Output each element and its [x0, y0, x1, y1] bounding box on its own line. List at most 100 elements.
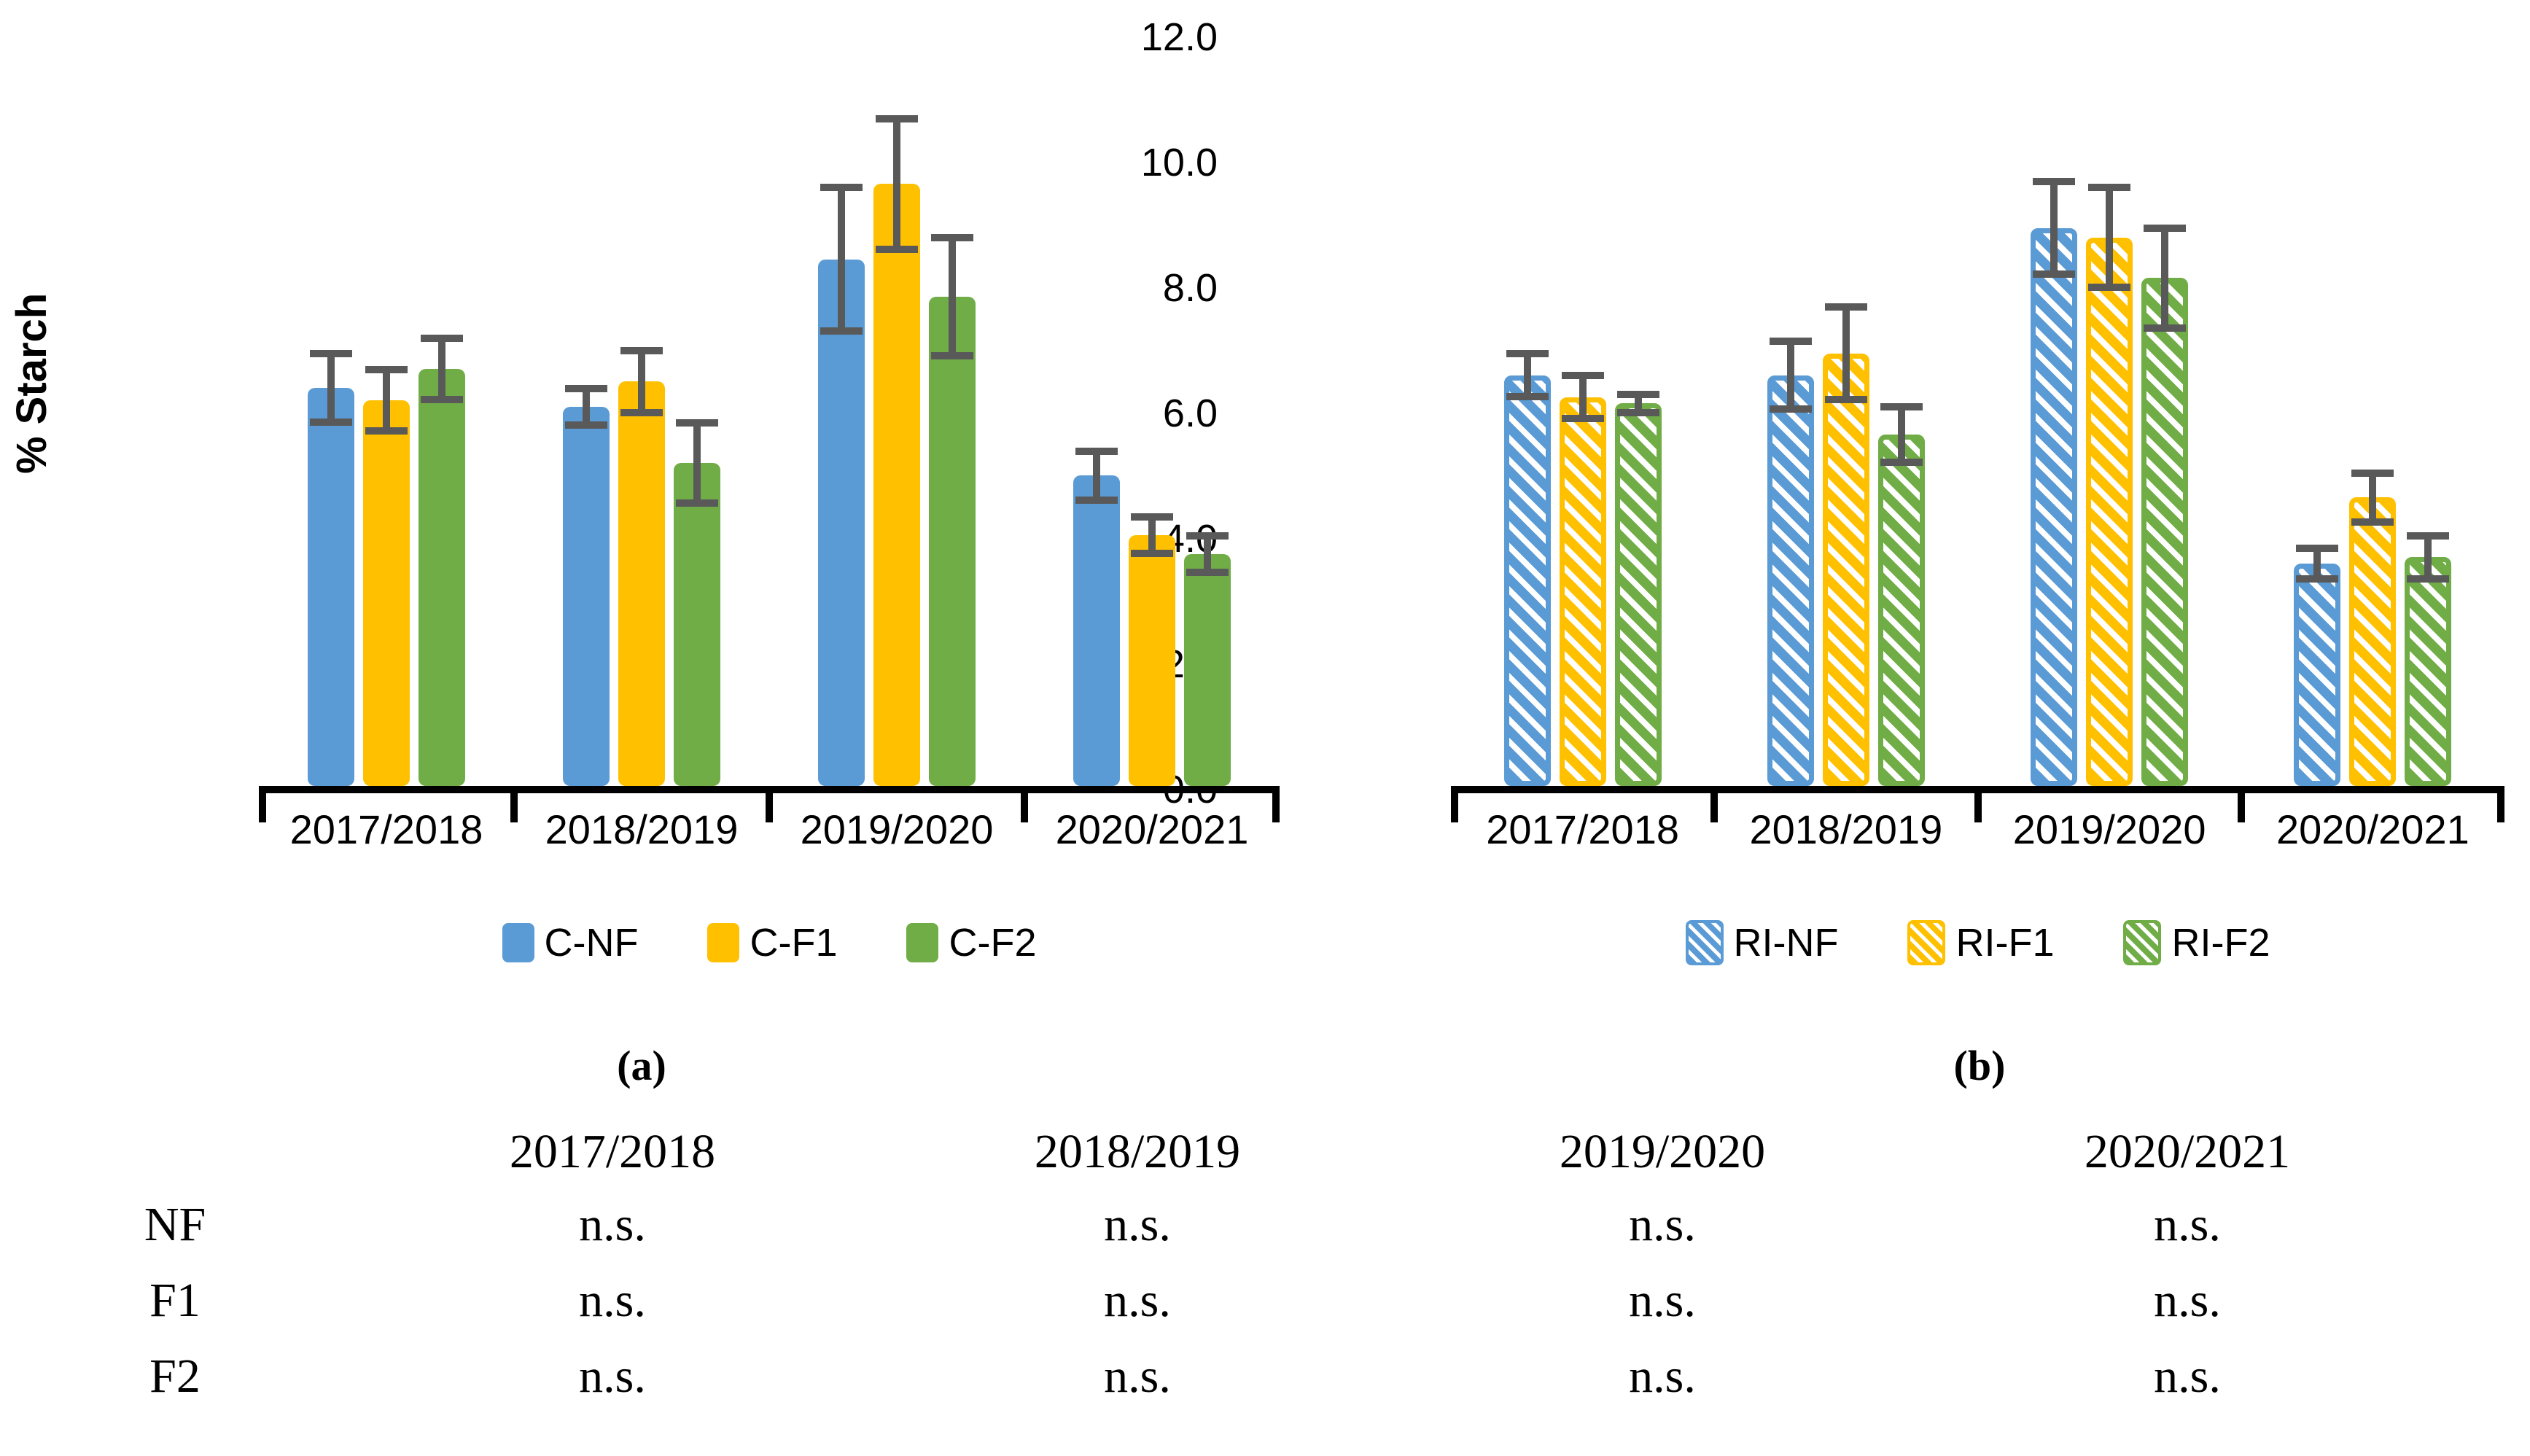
y-tick-label-8.0: 8.0 — [1162, 266, 1218, 310]
bar-C-F2-2018/2019 — [674, 463, 720, 786]
bar-slot-C-F2-2020/2021 — [1184, 34, 1231, 786]
legend-swatch-RI-F2 — [2123, 920, 2162, 965]
error-bar-C-F1-2020/2021 — [1148, 513, 1156, 558]
legend-a: C-NF C-F1 C-F2 — [259, 920, 1280, 965]
bar-slot-C-NF-2019/2020 — [818, 34, 865, 786]
x-axis-tick — [1710, 793, 1719, 822]
bar-slot-RI-F2-2018/2019 — [1877, 34, 1925, 786]
table-cell-F1-2019/2020: n.s. — [1629, 1274, 1696, 1327]
x-label-2020/2021: 2020/2021 — [2276, 806, 2469, 852]
error-bar-C-NF-2017/2018 — [327, 350, 335, 426]
legend-item-C-NF: C-NF — [502, 920, 639, 965]
error-bar-RI-F1-2018/2019 — [1842, 303, 1850, 404]
legend-label-C-F2: C-F2 — [949, 921, 1037, 965]
table-corner-cell — [0, 1117, 350, 1187]
bar-RI-F1-2017/2018 — [1559, 397, 1606, 786]
caption-b: (b) — [1953, 1042, 2006, 1089]
bar-slot-RI-F1-2020/2021 — [2349, 34, 2397, 786]
error-bar-RI-F1-2017/2018 — [1579, 372, 1587, 423]
error-bar-C-NF-2018/2019 — [583, 384, 590, 429]
error-bar-C-F1-2019/2020 — [893, 114, 900, 253]
bar-slot-RI-NF-2018/2019 — [1767, 34, 1814, 786]
error-bar-RI-NF-2017/2018 — [1523, 350, 1531, 401]
bar-C-F1-2018/2019 — [618, 381, 665, 786]
x-label-2017/2018: 2017/2018 — [1486, 806, 1679, 852]
error-bar-RI-F1-2019/2020 — [2106, 184, 2114, 291]
table-cell-NF-2020/2021: n.s. — [2154, 1198, 2221, 1251]
table-cell-NF-2019/2020: n.s. — [1629, 1198, 1696, 1251]
bar-RI-NF-2018/2019 — [1767, 375, 1814, 786]
table-col-header-2019/2020: 2019/2020 — [1559, 1125, 1766, 1178]
x-axis-tick — [259, 793, 266, 822]
bar-C-F1-2019/2020 — [873, 184, 920, 786]
table-row-label-F2: F2 — [149, 1350, 201, 1403]
bar-C-NF-2020/2021 — [1073, 475, 1120, 786]
x-axis-tick — [1272, 793, 1280, 822]
bar-slot-C-F1-2019/2020 — [873, 34, 920, 786]
category-2019/2020 — [769, 34, 1024, 786]
x-axis-tick — [766, 793, 773, 822]
plot-area-a — [259, 34, 1280, 822]
table-cell-F1-2017/2018: n.s. — [579, 1274, 646, 1327]
y-tick-label-12.0: 12.0 — [1140, 15, 1218, 59]
bar-slot-C-F1-2018/2019 — [618, 34, 665, 786]
legend-swatch-C-F2 — [906, 923, 939, 962]
caption-a: (a) — [617, 1042, 666, 1089]
bar-slot-C-F2-2018/2019 — [674, 34, 720, 786]
legend-item-RI-F1: RI-F1 — [1907, 920, 2054, 965]
bar-C-NF-2018/2019 — [563, 406, 610, 786]
error-bar-C-F1-2017/2018 — [383, 365, 390, 435]
legend-label-C-NF: C-NF — [544, 921, 639, 965]
x-axis-tick — [1451, 793, 1458, 822]
plot-area-b — [1451, 34, 2504, 822]
x-label-2019/2020: 2019/2020 — [2012, 806, 2206, 852]
bar-slot-RI-F2-2020/2021 — [2405, 34, 2452, 786]
error-bar-RI-F2-2018/2019 — [1897, 403, 1905, 467]
table-cell-NF-2017/2018: n.s. — [579, 1198, 646, 1251]
table-cell-F1-2018/2019: n.s. — [1104, 1274, 1171, 1327]
legend-swatch-C-F1 — [707, 923, 740, 962]
legend-item-RI-F2: RI-F2 — [2123, 920, 2270, 965]
table-cell-NF-2018/2019: n.s. — [1104, 1198, 1171, 1251]
bar-slot-RI-NF-2019/2020 — [2031, 34, 2078, 786]
error-bar-RI-NF-2019/2020 — [2050, 177, 2058, 279]
bar-slot-C-F2-2017/2018 — [419, 34, 465, 786]
bar-RI-F1-2020/2021 — [2349, 497, 2397, 786]
table-cell-F2-2018/2019: n.s. — [1104, 1350, 1171, 1403]
y-axis-title: % Starch — [8, 292, 55, 474]
error-bar-RI-F2-2019/2020 — [2161, 225, 2169, 332]
error-bar-C-NF-2020/2021 — [1093, 447, 1100, 504]
x-label-2020/2021: 2020/2021 — [1055, 806, 1249, 852]
bar-RI-F1-2018/2019 — [1822, 353, 1869, 786]
y-tick-label-6.0: 6.0 — [1162, 392, 1218, 435]
error-bar-C-F2-2018/2019 — [693, 418, 701, 507]
error-bar-C-NF-2019/2020 — [838, 184, 845, 335]
bar-C-F2-2020/2021 — [1184, 553, 1231, 786]
legend-item-C-F2: C-F2 — [906, 920, 1036, 965]
legend-b: RI-NF RI-F1 RI-F2 — [1451, 920, 2504, 965]
table-cell-F1-2020/2021: n.s. — [2154, 1274, 2221, 1327]
x-label-2017/2018: 2017/2018 — [289, 806, 483, 852]
chart-panel-b: 2017/2018 2018/2019 2019/2020 2020/2021 RI-… — [1451, 0, 2508, 1137]
error-bar-RI-F2-2017/2018 — [1634, 391, 1642, 416]
bar-RI-F1-2019/2020 — [2086, 237, 2133, 786]
bar-C-NF-2019/2020 — [818, 259, 865, 786]
bar-C-F2-2017/2018 — [419, 369, 465, 786]
bar-RI-F2-2018/2019 — [1877, 435, 1925, 786]
table-col-header-2018/2019: 2018/2019 — [1034, 1125, 1241, 1178]
table-row-F2: F2 n.s. n.s. n.s. n.s. — [0, 1339, 2450, 1414]
category-2017/2018 — [1451, 34, 1714, 786]
table-col-header-2020/2021: 2020/2021 — [2084, 1125, 2291, 1178]
x-axis-tick — [1974, 793, 1982, 822]
category-2019/2020 — [1978, 34, 2241, 786]
bar-C-NF-2017/2018 — [308, 387, 354, 786]
bar-RI-NF-2017/2018 — [1503, 375, 1551, 786]
bar-RI-F2-2019/2020 — [2141, 278, 2189, 786]
error-bar-RI-NF-2018/2019 — [1786, 338, 1794, 413]
bar-slot-C-NF-2017/2018 — [308, 34, 354, 786]
bar-RI-F2-2017/2018 — [1614, 403, 1662, 786]
table-row-NF: NF n.s. n.s. n.s. n.s. — [0, 1187, 2450, 1263]
bar-slot-C-F1-2020/2021 — [1129, 34, 1175, 786]
table-cell-F2-2020/2021: n.s. — [2154, 1350, 2221, 1403]
